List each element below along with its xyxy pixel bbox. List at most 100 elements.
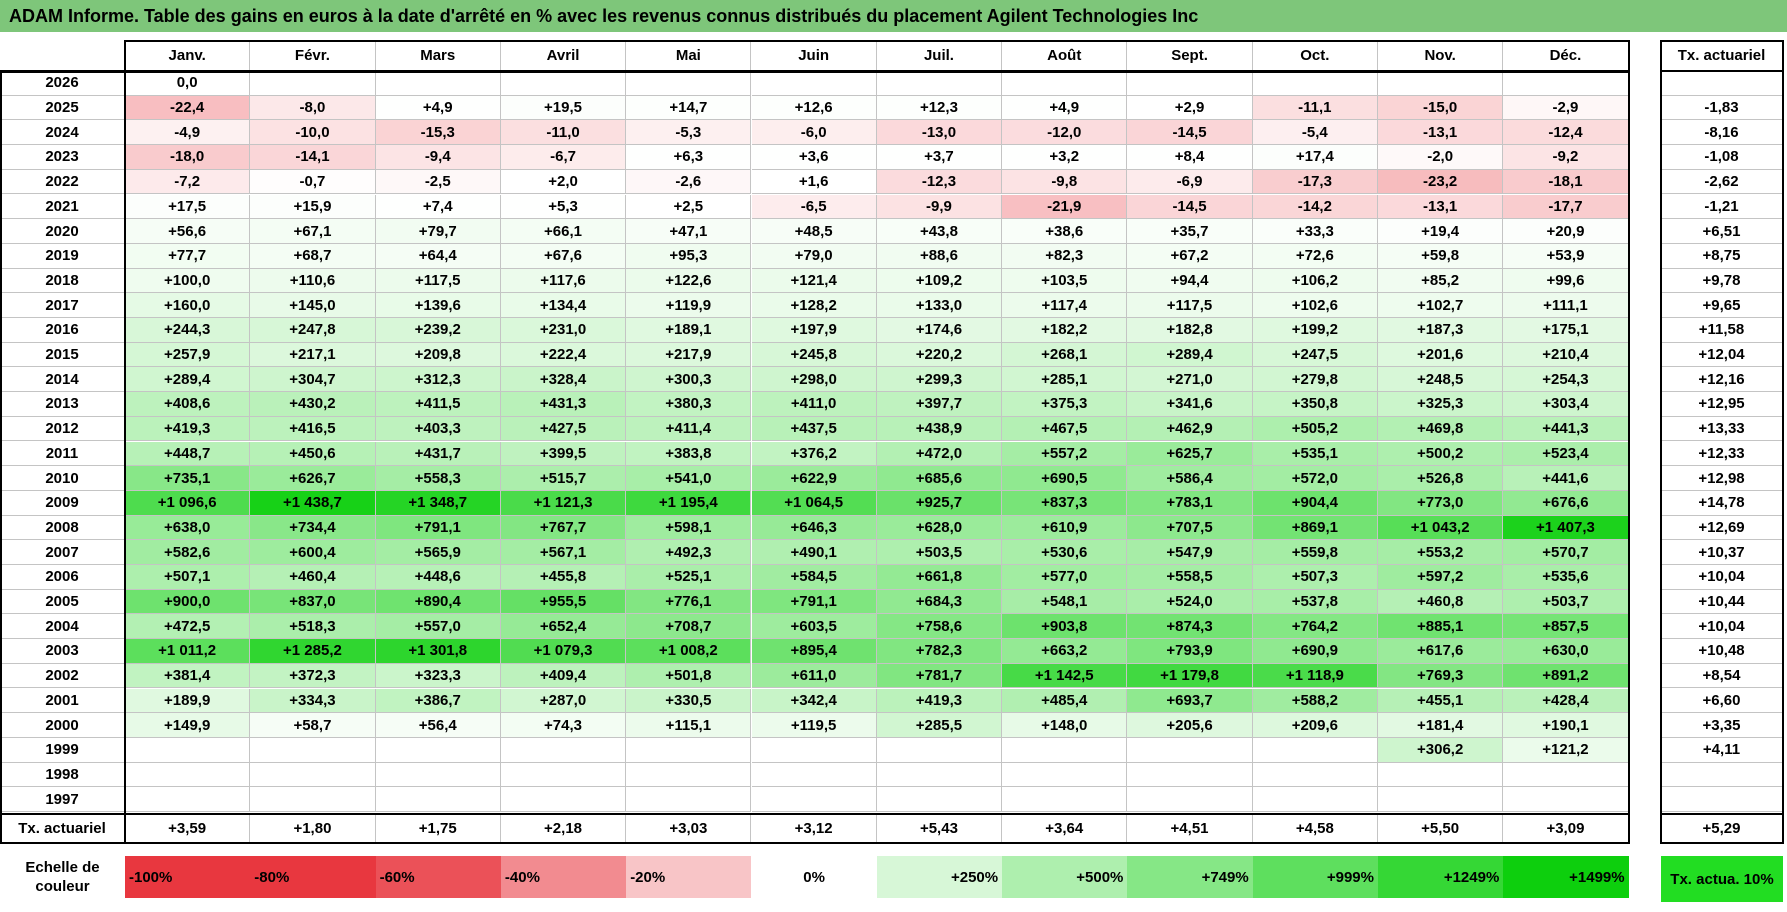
gain-cell bbox=[1127, 762, 1253, 788]
gain-cell bbox=[250, 737, 376, 763]
gain-cell: +890,4 bbox=[375, 589, 501, 615]
gain-cell: +460,4 bbox=[250, 565, 376, 590]
gain-cell: +199,2 bbox=[1252, 318, 1378, 343]
gain-cell: +110,6 bbox=[250, 268, 376, 294]
footer-label: Tx. actuariel bbox=[0, 814, 125, 844]
gain-cell bbox=[751, 71, 877, 96]
gain-cell: +375,3 bbox=[1002, 392, 1128, 417]
gain-cell: +492,3 bbox=[626, 540, 752, 565]
rate-footer-rule bbox=[1660, 813, 1784, 815]
gain-cell: +58,7 bbox=[250, 713, 376, 738]
gain-cell: +553,2 bbox=[1378, 540, 1504, 565]
gain-cell: +74,3 bbox=[500, 713, 627, 738]
year-label: 2016 bbox=[0, 318, 125, 343]
gain-cell: +652,4 bbox=[500, 614, 627, 640]
gain-cell bbox=[1378, 71, 1504, 96]
gain-cell: +17,4 bbox=[1252, 145, 1378, 170]
year-label: 2022 bbox=[0, 169, 125, 195]
gain-cell: +300,3 bbox=[626, 367, 752, 393]
gain-cell: +372,3 bbox=[250, 663, 376, 689]
gain-cell: +43,8 bbox=[876, 219, 1003, 244]
gain-cell: +117,5 bbox=[375, 268, 501, 294]
gain-cell: +287,0 bbox=[500, 688, 627, 714]
scale-step: +999% bbox=[1252, 856, 1378, 898]
gain-cell: +431,7 bbox=[375, 441, 501, 467]
month-header: Nov. bbox=[1378, 40, 1504, 71]
gain-cell: -17,7 bbox=[1503, 194, 1629, 220]
footer-rate: +4,51 bbox=[1127, 814, 1253, 844]
gain-cell: +67,1 bbox=[250, 219, 376, 244]
gain-cell: -6,7 bbox=[500, 145, 627, 170]
rate-cell: +12,16 bbox=[1661, 367, 1783, 393]
rate-cell: +9,78 bbox=[1661, 268, 1783, 294]
gain-cell: +72,6 bbox=[1252, 243, 1378, 269]
rate-cell: -2,62 bbox=[1661, 169, 1783, 195]
gain-cell: +462,9 bbox=[1127, 416, 1253, 442]
year-label: 2020 bbox=[0, 219, 125, 244]
gain-cell: +408,6 bbox=[125, 392, 251, 417]
gain-cell: +416,5 bbox=[250, 416, 376, 442]
gain-cell: -14,1 bbox=[250, 145, 376, 170]
gain-cell: +117,6 bbox=[500, 268, 627, 294]
gain-cell: +793,9 bbox=[1127, 639, 1253, 664]
footer-total-rate: +5,29 bbox=[1661, 814, 1783, 844]
gain-cell: +646,3 bbox=[751, 515, 877, 541]
rate-cell: +10,48 bbox=[1661, 639, 1783, 664]
gain-cell: +411,5 bbox=[375, 392, 501, 417]
gain-cell: +5,3 bbox=[500, 194, 627, 220]
rate-cell: +12,33 bbox=[1661, 441, 1783, 467]
gain-cell bbox=[751, 787, 877, 812]
gain-cell: +119,9 bbox=[626, 293, 752, 318]
rate-cell: +10,04 bbox=[1661, 614, 1783, 640]
year-label: 2000 bbox=[0, 713, 125, 738]
gain-cell: +350,8 bbox=[1252, 392, 1378, 417]
gain-cell: +837,3 bbox=[1002, 490, 1128, 516]
footer-rate: +5,43 bbox=[876, 814, 1003, 844]
year-label: 2004 bbox=[0, 614, 125, 640]
gain-cell: +559,8 bbox=[1252, 540, 1378, 565]
gain-cell: +201,6 bbox=[1378, 342, 1504, 368]
gain-cell: +428,4 bbox=[1503, 688, 1629, 714]
gain-cell bbox=[1252, 71, 1378, 96]
gain-cell: +174,6 bbox=[876, 318, 1003, 343]
gain-cell: -2,6 bbox=[626, 169, 752, 195]
scale-step: 0% bbox=[751, 856, 877, 898]
year-label: 2009 bbox=[0, 490, 125, 516]
gain-cell: 0,0 bbox=[125, 71, 251, 96]
gain-cell: +693,7 bbox=[1127, 688, 1253, 714]
gain-cell: +328,4 bbox=[500, 367, 627, 393]
scale-step: +1249% bbox=[1378, 856, 1504, 898]
gain-cell: +47,1 bbox=[626, 219, 752, 244]
gain-cell: -4,9 bbox=[125, 120, 251, 146]
month-header: Juin bbox=[751, 40, 877, 71]
gain-cell: -11,0 bbox=[500, 120, 627, 146]
rate-cell: +12,04 bbox=[1661, 342, 1783, 368]
gain-cell: +597,2 bbox=[1378, 565, 1504, 590]
gain-cell: +182,8 bbox=[1127, 318, 1253, 343]
gain-cell: -12,3 bbox=[876, 169, 1003, 195]
gain-cell: +3,2 bbox=[1002, 145, 1128, 170]
gain-cell: +399,5 bbox=[500, 441, 627, 467]
gain-cell: +448,6 bbox=[375, 565, 501, 590]
gain-cell: +584,5 bbox=[751, 565, 877, 590]
gain-cell: +567,1 bbox=[500, 540, 627, 565]
gain-cell bbox=[500, 737, 627, 763]
gain-cell: +467,5 bbox=[1002, 416, 1128, 442]
year-label: 2019 bbox=[0, 243, 125, 269]
gain-cell: +59,8 bbox=[1378, 243, 1504, 269]
gain-cell bbox=[1252, 762, 1378, 788]
gain-cell: +109,2 bbox=[876, 268, 1003, 294]
gain-cell: +767,7 bbox=[500, 515, 627, 541]
rate-cell bbox=[1661, 787, 1783, 812]
gain-cell bbox=[876, 762, 1003, 788]
gain-cell: -6,5 bbox=[751, 194, 877, 220]
gain-cell: +441,3 bbox=[1503, 416, 1629, 442]
gain-cell: +248,5 bbox=[1378, 367, 1504, 393]
footer-rate: +2,18 bbox=[500, 814, 627, 844]
gain-cell: -13,1 bbox=[1378, 194, 1504, 220]
gain-cell: -6,9 bbox=[1127, 169, 1253, 195]
year-label: 1999 bbox=[0, 737, 125, 763]
gain-cell: +557,2 bbox=[1002, 441, 1128, 467]
footer-rate: +1,80 bbox=[250, 814, 376, 844]
rate-cell: +13,33 bbox=[1661, 416, 1783, 442]
